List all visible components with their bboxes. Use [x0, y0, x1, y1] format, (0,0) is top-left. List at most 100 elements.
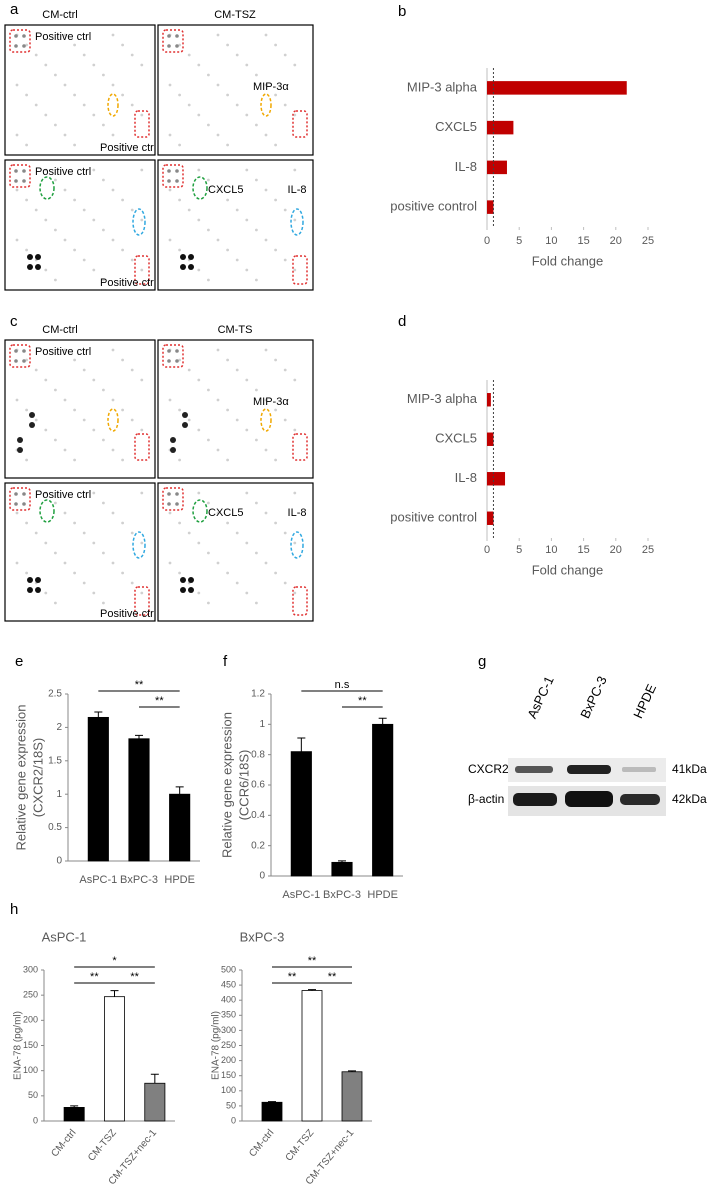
array-dot: [111, 561, 115, 565]
pos-ctrl-box: [9, 344, 31, 368]
array-dot: [264, 561, 268, 565]
array-dot: [175, 492, 179, 496]
array-dot: [82, 258, 86, 262]
array-dot: [168, 188, 172, 192]
array-dot: [188, 264, 194, 270]
pos-ctrl-label: Positive ctrl: [35, 166, 91, 178]
array-dot: [15, 83, 19, 87]
array-dot: [168, 561, 172, 565]
array-dot: [54, 178, 57, 182]
array-dot: [167, 44, 171, 48]
array-dot: [14, 169, 18, 173]
array-dot: [255, 123, 258, 127]
y-axis-label: ENA-78 (pg/ml): [211, 1011, 222, 1080]
array-dot: [274, 248, 277, 252]
blot-band: [565, 791, 613, 807]
array-dot: [226, 248, 230, 252]
array-dot: [121, 43, 124, 47]
array-dot: [255, 551, 258, 555]
array-dot: [255, 501, 258, 505]
array-dot: [226, 571, 230, 575]
category-label: HPDE: [164, 874, 195, 886]
array-dot: [216, 511, 220, 515]
size-label: 42kDa: [672, 792, 707, 806]
array-dot: [167, 169, 171, 173]
bar: [128, 738, 150, 862]
error-bar: [348, 1070, 356, 1072]
array-dot: [63, 398, 67, 402]
y-tick-label: 2: [56, 722, 62, 733]
significance-label: **: [135, 679, 144, 691]
bar: [301, 990, 323, 1122]
array-dot: [34, 208, 38, 212]
array-dot: [73, 408, 76, 412]
y-tick-label: 150: [23, 1040, 38, 1050]
array-dot: [130, 258, 134, 262]
array-dot: [63, 238, 67, 242]
array-dot: [73, 198, 76, 202]
target-ellipse: [132, 531, 146, 559]
array-dot: [197, 541, 201, 545]
category-label: AsPC-1: [282, 889, 320, 901]
array-dot: [264, 511, 268, 515]
array-dot: [226, 358, 230, 362]
array-dot: [25, 143, 28, 147]
array-dot: [44, 541, 48, 545]
array-dot: [27, 577, 33, 583]
array-dot: [255, 178, 258, 182]
array-dot: [167, 179, 171, 183]
array-dot: [175, 179, 179, 183]
array-dot: [102, 551, 105, 555]
array-dot: [216, 133, 220, 137]
array-dot: [167, 502, 171, 506]
array-frame: [4, 24, 156, 156]
chart-title: BxPC-3: [240, 929, 285, 944]
array-dot: [188, 577, 194, 583]
array-dot: [54, 123, 57, 127]
array-dot: [178, 408, 182, 412]
bar: [487, 393, 491, 407]
array-dot: [255, 601, 258, 605]
target-ellipse: [260, 408, 272, 432]
array-dot: [207, 178, 210, 182]
array-dot: [197, 428, 201, 432]
category-label: HPDE: [367, 889, 398, 901]
array-dot: [73, 93, 76, 97]
array-dot: [140, 491, 144, 495]
array-dot: [73, 521, 76, 525]
panel-label: d: [398, 313, 406, 330]
array-dot: [54, 228, 57, 232]
array-dot: [168, 238, 172, 242]
array-dot: [121, 408, 124, 412]
column-header: CM-ctrl: [42, 324, 77, 336]
category-label: MIP-3 alpha: [407, 79, 478, 94]
array-dot: [226, 458, 230, 462]
array-dot: [235, 103, 239, 107]
array-dot: [140, 428, 144, 432]
array-frame: [157, 24, 314, 156]
y-tick-label: 300: [221, 1025, 236, 1035]
array-dot: [264, 348, 268, 352]
array-dot: [102, 228, 105, 232]
array-dot: [187, 103, 191, 107]
y-tick-label: 1: [259, 719, 265, 730]
array-dot: [180, 264, 186, 270]
pos-ctrl-box: [162, 29, 184, 53]
array-dot: [27, 254, 33, 260]
array-dot: [92, 428, 96, 432]
array-dot: [25, 93, 28, 97]
y-tick-label: 200: [23, 1015, 38, 1025]
array-dot: [178, 521, 182, 525]
array-dot: [102, 123, 105, 127]
array-dot: [73, 143, 76, 147]
array-dot: [226, 93, 230, 97]
array-dot: [121, 198, 124, 202]
pos-ctrl-label: Positive ctrl: [35, 31, 91, 43]
array-dot: [121, 458, 124, 462]
error-bar: [70, 1105, 79, 1108]
array-dot: [293, 378, 297, 382]
array-dot: [245, 218, 249, 222]
blot-band: [515, 766, 553, 773]
size-label: 41kDa: [672, 762, 707, 776]
array-dot: [274, 198, 277, 202]
